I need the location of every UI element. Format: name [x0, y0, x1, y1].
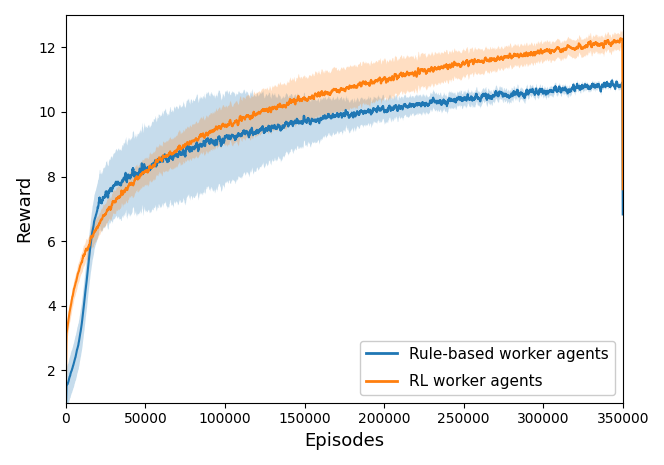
RL worker agents	[392, 72, 400, 77]
Rule-based worker agents	[608, 78, 616, 83]
RL worker agents	[62, 382, 70, 388]
RL worker agents	[263, 107, 271, 113]
Rule-based worker agents	[576, 86, 584, 92]
Y-axis label: Reward: Reward	[15, 175, 33, 242]
Rule-based worker agents	[325, 111, 333, 117]
Line: RL worker agents: RL worker agents	[66, 38, 623, 385]
Rule-based worker agents	[263, 128, 271, 134]
Legend: Rule-based worker agents, RL worker agents: Rule-based worker agents, RL worker agen…	[361, 341, 615, 395]
Rule-based worker agents	[416, 101, 424, 106]
RL worker agents	[416, 70, 424, 76]
Rule-based worker agents	[392, 104, 400, 110]
RL worker agents	[576, 42, 584, 48]
RL worker agents	[178, 146, 186, 151]
X-axis label: Episodes: Episodes	[304, 432, 384, 450]
Rule-based worker agents	[178, 152, 186, 158]
RL worker agents	[325, 90, 333, 96]
Rule-based worker agents	[62, 408, 70, 414]
Line: Rule-based worker agents: Rule-based worker agents	[66, 80, 623, 411]
Rule-based worker agents	[619, 212, 627, 217]
RL worker agents	[619, 186, 627, 192]
RL worker agents	[617, 35, 625, 41]
